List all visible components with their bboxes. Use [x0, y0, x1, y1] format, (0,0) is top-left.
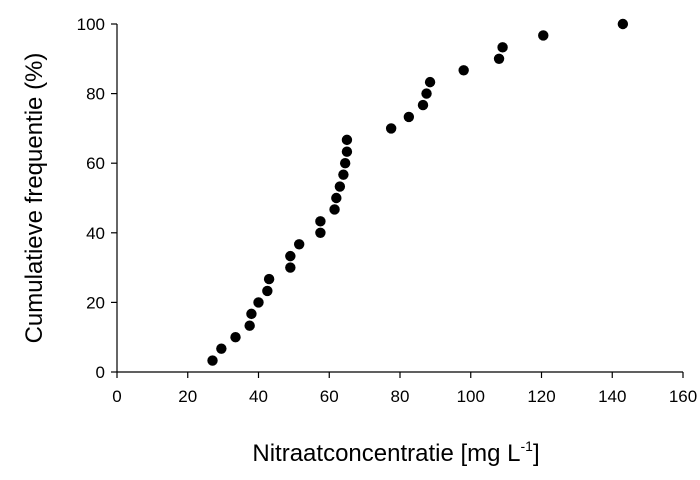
data-point [285, 262, 296, 273]
data-point [338, 169, 349, 180]
y-tick-label: 60 [86, 154, 105, 173]
data-point [253, 297, 264, 308]
x-tick-label: 0 [112, 387, 121, 406]
y-axis-title: Cumulatieve frequentie (%) [21, 53, 48, 344]
x-tick-label: 140 [598, 387, 626, 406]
x-tick-label: 40 [249, 387, 268, 406]
y-tick-label: 0 [96, 363, 105, 382]
data-point [329, 204, 340, 215]
data-point [216, 343, 227, 354]
y-tick-label: 80 [86, 85, 105, 104]
data-point [331, 192, 342, 204]
data-point [207, 355, 218, 366]
axes: 0 20 40 60 80 100 0 20 40 60 80 100 120 140 160 [77, 15, 698, 406]
y-tick-label: 20 [86, 293, 105, 312]
data-point [617, 18, 629, 30]
data-point [458, 65, 469, 76]
x-tick-label: 80 [391, 387, 410, 406]
data-point [493, 53, 505, 64]
x-axis-title: Nitraatconcentratie [mg L-1] [252, 438, 539, 467]
data-point [497, 42, 508, 53]
x-tick-label: 120 [527, 387, 555, 406]
data-point [341, 134, 353, 146]
x-axis-title-main: Nitraatconcentratie [mg L [252, 440, 520, 467]
y-tick-label: 40 [86, 224, 105, 243]
data-point [334, 181, 346, 192]
x-tick-label: 160 [669, 387, 697, 406]
data-point [417, 99, 429, 111]
data-point [421, 88, 432, 99]
data-point [424, 76, 436, 88]
data-points [207, 18, 629, 366]
x-tick-label: 100 [457, 387, 485, 406]
data-point [403, 111, 415, 123]
data-point [262, 285, 273, 297]
data-point [315, 216, 326, 227]
data-point [263, 273, 275, 285]
x-tick-label: 20 [178, 387, 197, 406]
x-axis-title-superscript: -1 [521, 438, 534, 454]
data-point [246, 308, 257, 320]
data-point [385, 123, 397, 134]
x-tick-label: 60 [320, 387, 339, 406]
data-point [230, 332, 241, 343]
y-tick-label: 100 [77, 15, 105, 34]
data-point [341, 146, 353, 157]
data-point [244, 320, 255, 331]
x-axis-title-suffix: ] [533, 440, 540, 467]
data-point [315, 227, 326, 238]
data-point [339, 158, 351, 169]
data-point [538, 30, 549, 41]
data-point [285, 250, 296, 262]
data-point [293, 239, 305, 250]
